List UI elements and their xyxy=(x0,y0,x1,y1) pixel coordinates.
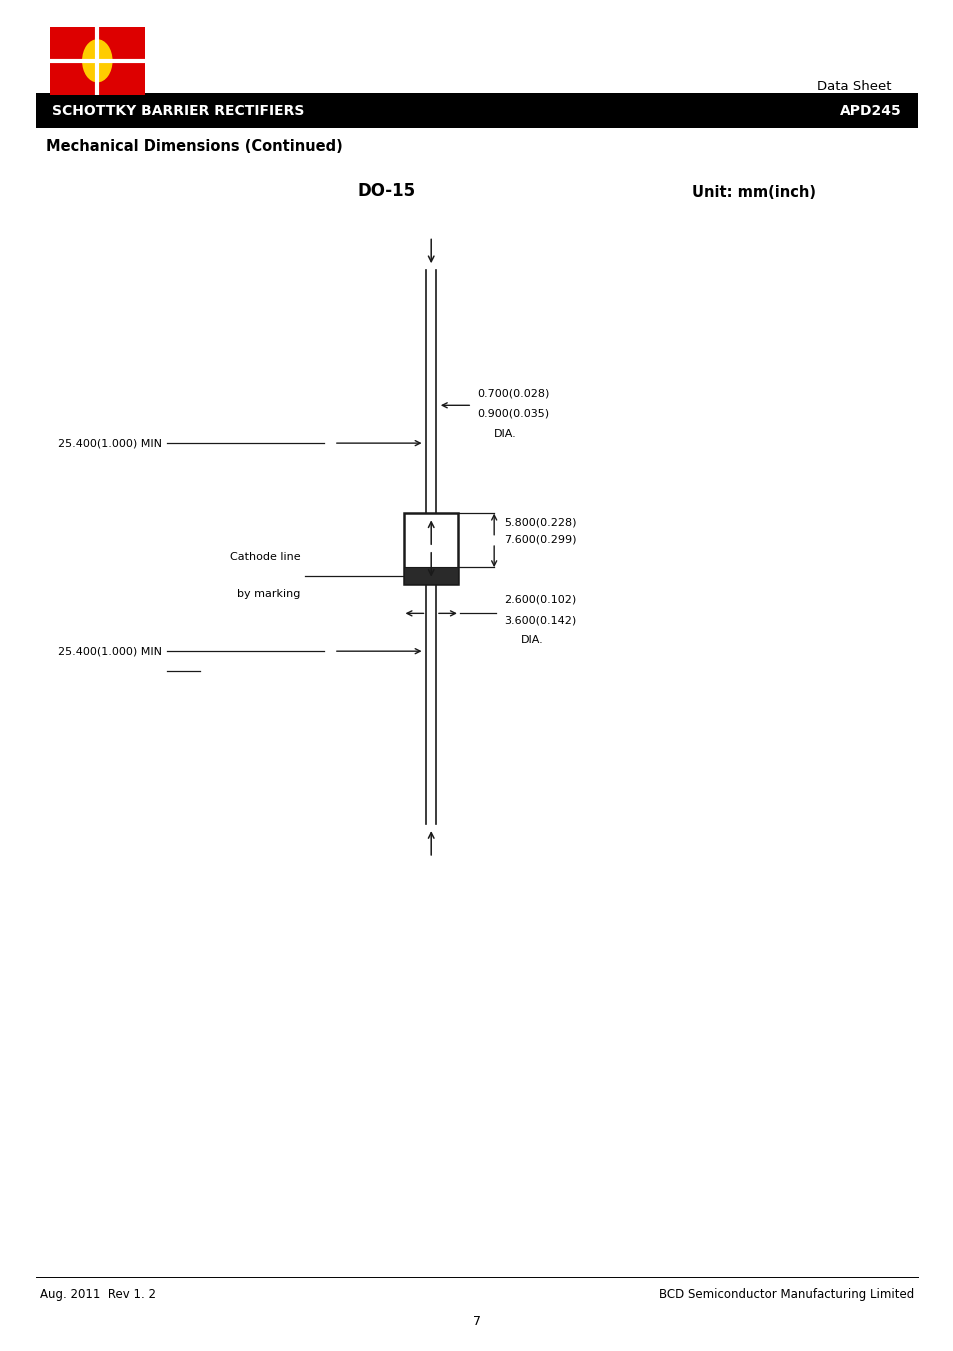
Text: by marking: by marking xyxy=(237,589,300,598)
Text: 3.600(0.142): 3.600(0.142) xyxy=(503,615,576,626)
Bar xyxy=(50,27,145,95)
Text: DIA.: DIA. xyxy=(494,428,517,439)
Text: BCD Semiconductor Manufacturing Limited: BCD Semiconductor Manufacturing Limited xyxy=(658,1288,913,1301)
Text: Unit: mm(inch): Unit: mm(inch) xyxy=(691,185,815,200)
Ellipse shape xyxy=(82,39,112,82)
Text: Cathode line: Cathode line xyxy=(230,553,300,562)
Text: 7.600(0.299): 7.600(0.299) xyxy=(503,535,576,544)
Text: APD245: APD245 xyxy=(839,104,901,118)
Bar xyxy=(36,93,917,128)
Text: 0.700(0.028): 0.700(0.028) xyxy=(476,388,549,399)
Text: SCHOTTKY BARRIER RECTIFIERS: SCHOTTKY BARRIER RECTIFIERS xyxy=(52,104,305,118)
Text: 7: 7 xyxy=(473,1315,480,1328)
Text: 5.800(0.228): 5.800(0.228) xyxy=(503,517,576,527)
Text: Mechanical Dimensions (Continued): Mechanical Dimensions (Continued) xyxy=(46,139,342,154)
Bar xyxy=(404,567,457,584)
Text: Data Sheet: Data Sheet xyxy=(817,80,891,93)
Text: 25.400(1.000) MIN: 25.400(1.000) MIN xyxy=(58,438,162,449)
Bar xyxy=(404,513,457,584)
Text: DIA.: DIA. xyxy=(520,635,543,646)
Text: Aug. 2011  Rev 1. 2: Aug. 2011 Rev 1. 2 xyxy=(40,1288,156,1301)
Text: 25.400(1.000) MIN: 25.400(1.000) MIN xyxy=(58,646,162,657)
Text: DO-15: DO-15 xyxy=(357,182,415,200)
Text: 2.600(0.102): 2.600(0.102) xyxy=(503,594,576,605)
Text: 0.900(0.035): 0.900(0.035) xyxy=(476,408,549,419)
